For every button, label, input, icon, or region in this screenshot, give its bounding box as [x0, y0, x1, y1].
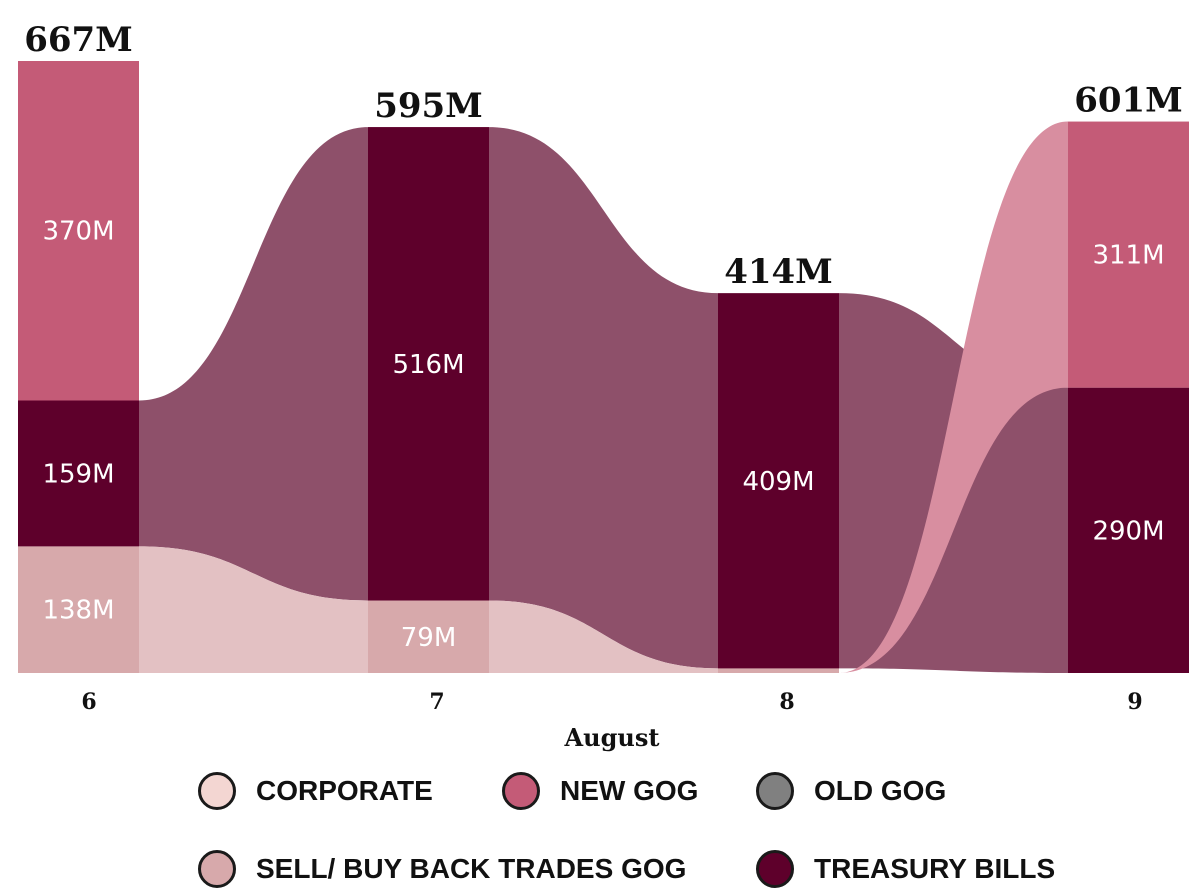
segment-value-label: 138M: [42, 596, 114, 626]
legend-swatch-corporate: [198, 772, 236, 810]
legend-label-sell-buy-back: SELL/ BUY BACK TRADES GOG: [256, 853, 687, 884]
legend-swatch-old-gog: [756, 772, 794, 810]
x-tick-label: 6: [81, 689, 96, 715]
bar-sell-buy-back-trades-gog-7: [368, 600, 489, 673]
legend-item-treasury-bills[interactable]: TREASURY BILLS: [756, 850, 1055, 888]
legend-label-new-gog: NEW GOG: [560, 775, 699, 806]
legend-label-treasury-bills: TREASURY BILLS: [814, 853, 1056, 884]
column-total-label: 601M: [1074, 81, 1183, 121]
segment-value-label: 516M: [392, 350, 464, 380]
x-tick-label: 8: [779, 689, 794, 715]
bar-treasury-bills-7: [368, 127, 489, 601]
bars-layer: [18, 61, 1189, 673]
bar-sell-buy-back-trades-gog-8: [718, 668, 839, 673]
column-total-label: 595M: [374, 86, 483, 126]
segment-value-label: 79M: [401, 623, 457, 653]
x-tick-label: 9: [1127, 689, 1142, 715]
legend-item-sell-buy-back[interactable]: SELL/ BUY BACK TRADES GOG: [198, 850, 686, 888]
legend-item-new-gog[interactable]: NEW GOG: [502, 772, 698, 810]
segment-value-label: 370M: [42, 217, 114, 247]
segment-value-label: 409M: [742, 467, 814, 497]
legend-swatch-new-gog: [502, 772, 540, 810]
bar-treasury-bills-6: [18, 400, 139, 547]
segment-value-label: 159M: [42, 459, 114, 489]
ribbon-treasury-bills-1: [489, 127, 718, 669]
column-total-label: 667M: [24, 20, 133, 60]
ribbon-treasury-bills-0: [139, 127, 368, 601]
segment-value-label: 290M: [1092, 516, 1164, 546]
bar-treasury-bills-9: [1068, 387, 1189, 673]
ticks-layer: 6 7 8 9: [81, 689, 1142, 715]
ribbon-sell-buy-back-0: [139, 546, 368, 673]
legend-swatch-treasury-bills: [756, 850, 794, 888]
ribbon-new-gog-2: [839, 121, 1068, 673]
column-total-label: 414M: [724, 252, 833, 292]
bar-sell-buy-back-trades-gog-6: [18, 546, 139, 673]
legend-item-corporate[interactable]: CORPORATE: [198, 772, 433, 810]
legend-item-old-gog[interactable]: OLD GOG: [756, 772, 946, 810]
legend-swatch-sell-buy-back: [198, 850, 236, 888]
x-tick-label: 7: [429, 689, 444, 715]
legend-label-old-gog: OLD GOG: [814, 775, 947, 806]
bar-treasury-bills-8: [718, 293, 839, 669]
ribbons-layer: [139, 121, 1068, 673]
bar-new-gog-6: [18, 61, 139, 401]
legend-label-corporate: CORPORATE: [256, 775, 433, 806]
x-axis-label: August: [564, 723, 660, 752]
segment-value-label: 311M: [1092, 241, 1164, 271]
bar-new-gog-9: [1068, 121, 1189, 388]
labels-layer: 138M 159M 370M 667M 79M 516M 595M 409M 414M 290M 3…: [24, 20, 1183, 653]
ribbon-sell-buy-back-1: [489, 600, 718, 673]
ribbon-chart: 138M 159M 370M 667M 79M 516M 595M 409M 414M 290M 3…: [18, 20, 1189, 752]
